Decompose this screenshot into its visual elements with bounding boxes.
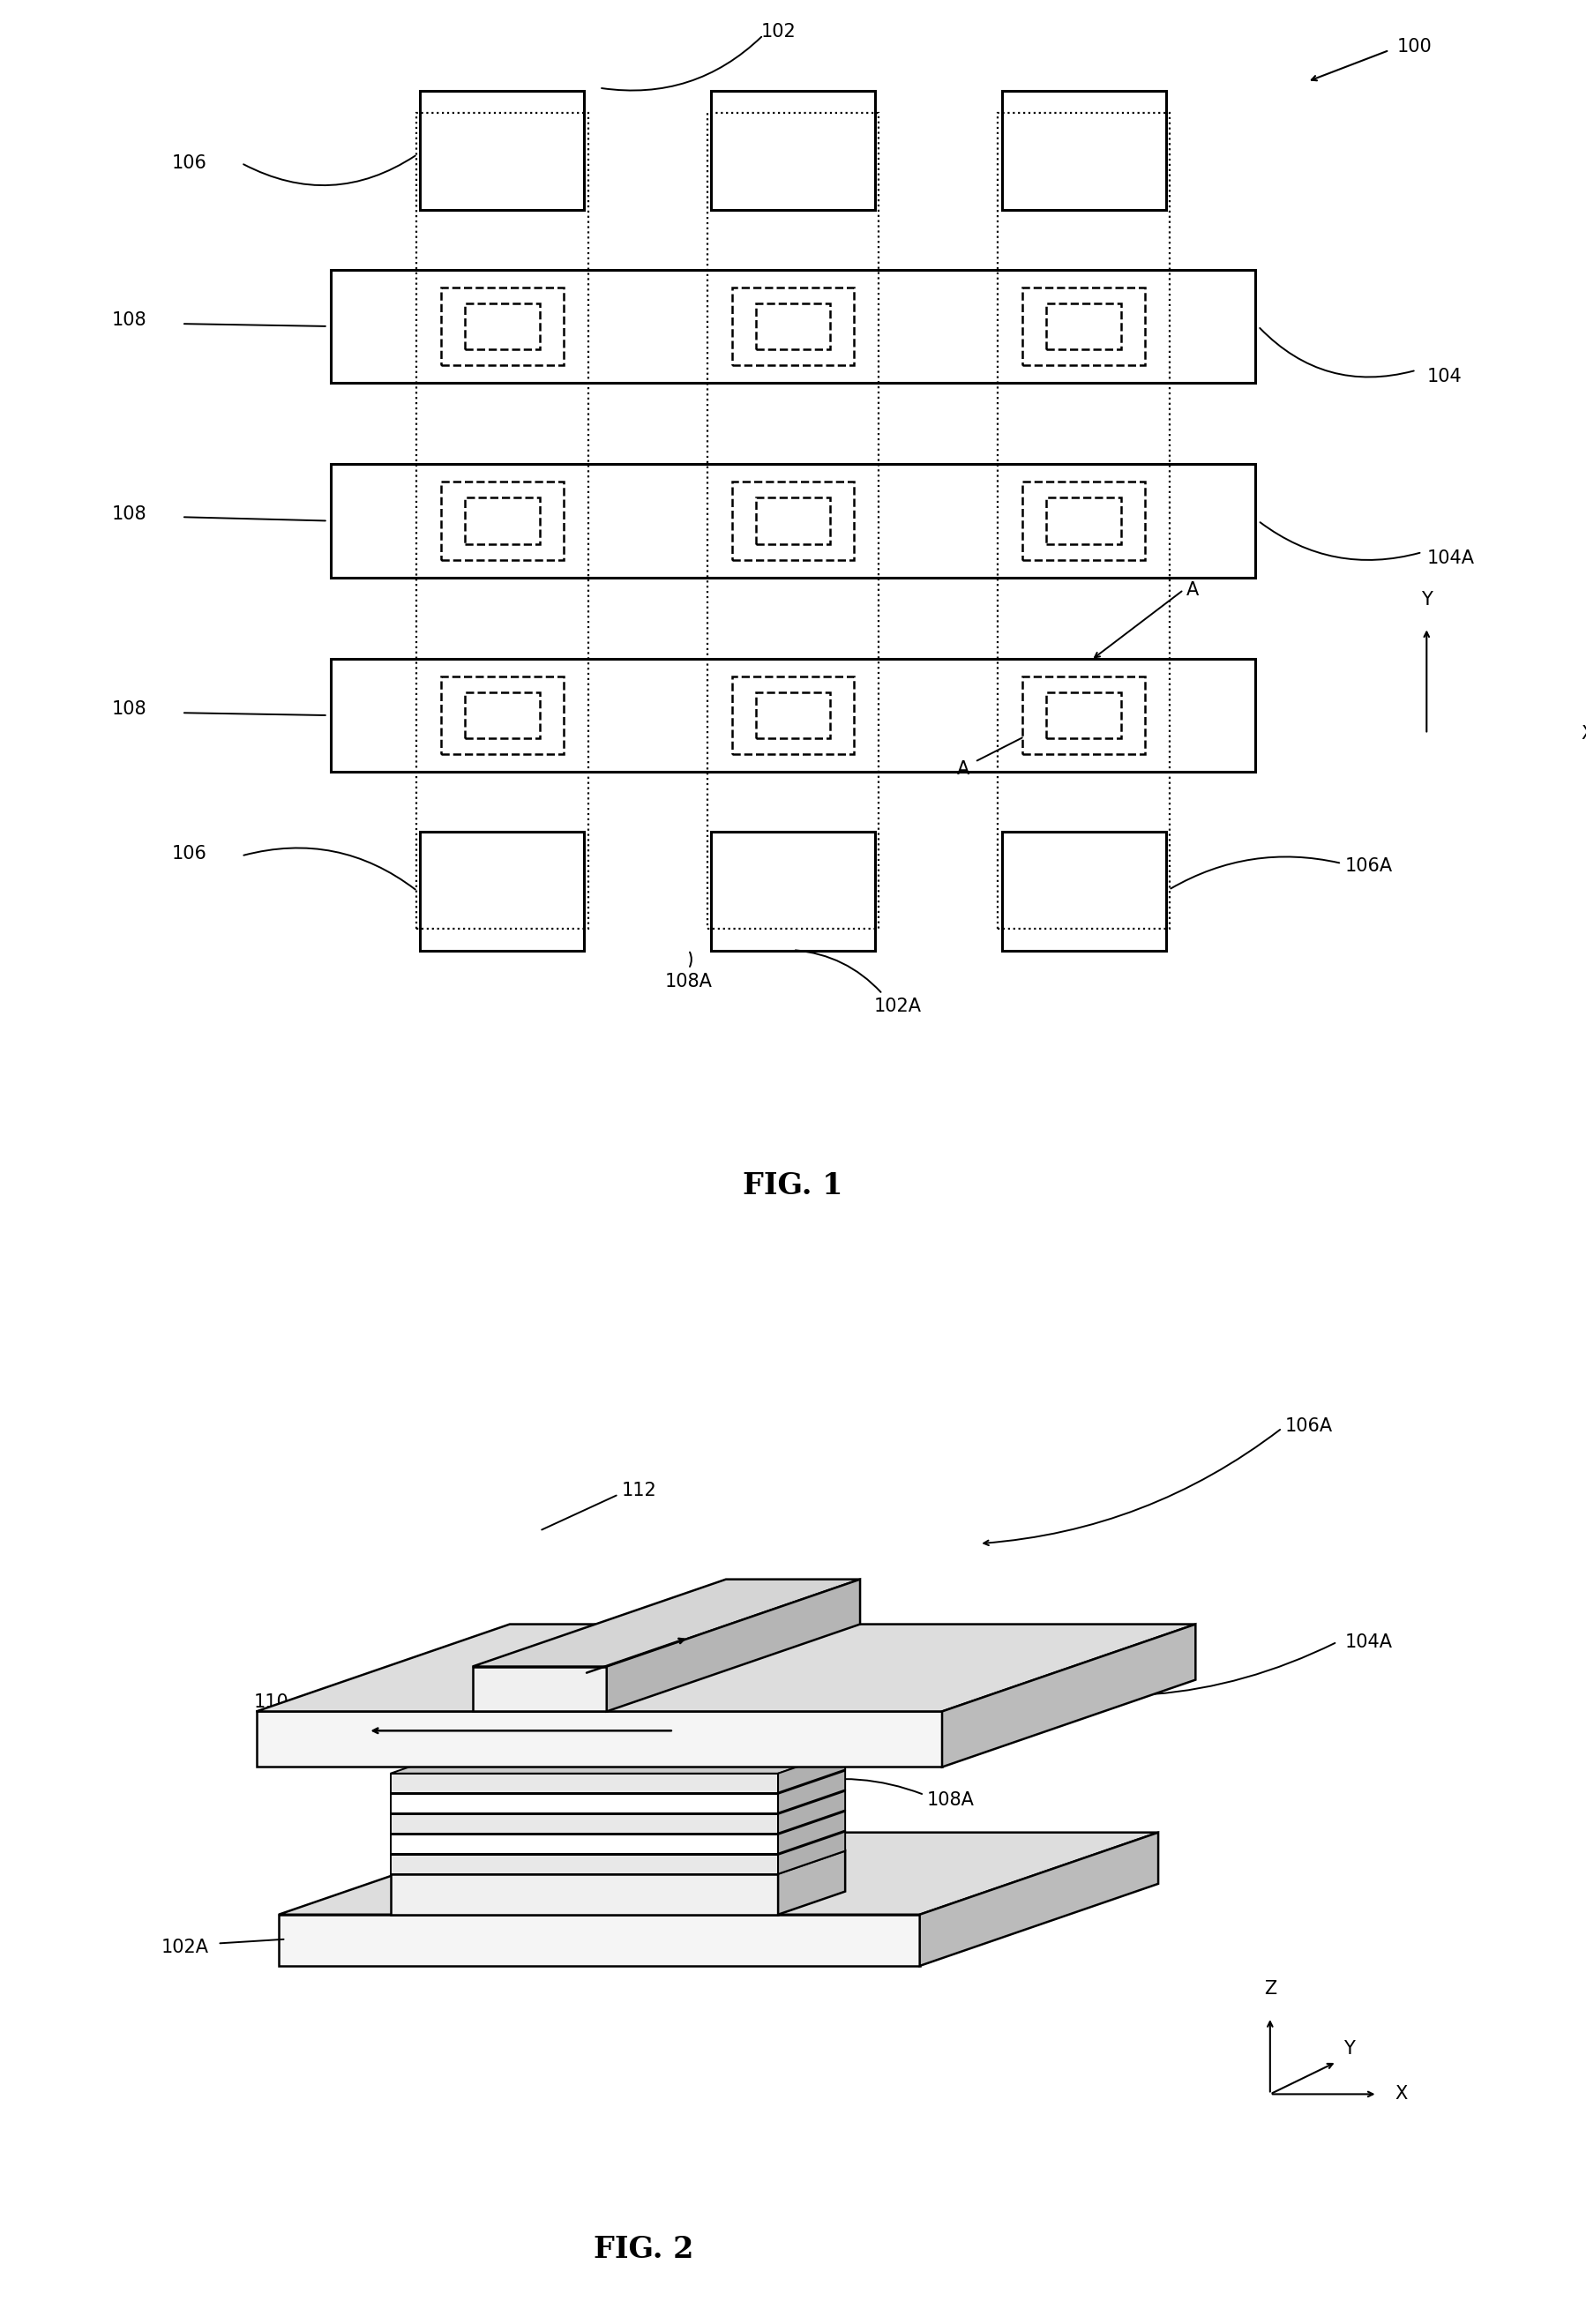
Text: X: X <box>1581 725 1586 744</box>
Text: 106A: 106A <box>1345 858 1393 874</box>
Text: A: A <box>956 760 969 779</box>
Text: 108: 108 <box>113 507 147 523</box>
Polygon shape <box>279 1915 920 1966</box>
Text: 110: 110 <box>254 1692 289 1710</box>
Text: 112: 112 <box>622 1480 657 1499</box>
Text: 104A: 104A <box>1345 1634 1393 1650</box>
Bar <box>465 693 539 739</box>
Bar <box>731 676 855 755</box>
Polygon shape <box>390 1794 779 1813</box>
Text: 106: 106 <box>171 844 206 862</box>
Bar <box>441 288 563 365</box>
Polygon shape <box>779 1771 845 1813</box>
Text: 108A: 108A <box>665 971 712 990</box>
Bar <box>465 497 539 544</box>
Polygon shape <box>390 1855 779 1873</box>
Polygon shape <box>257 1624 1196 1710</box>
Bar <box>1047 302 1121 349</box>
Polygon shape <box>390 1873 779 1915</box>
Polygon shape <box>390 1834 779 1855</box>
Bar <box>731 288 855 365</box>
Bar <box>1002 832 1166 951</box>
Polygon shape <box>390 1773 779 1792</box>
Polygon shape <box>779 1750 845 1792</box>
Text: 108: 108 <box>113 311 147 328</box>
Bar <box>1023 676 1145 755</box>
Text: 100: 100 <box>1397 37 1432 56</box>
Bar <box>711 832 875 951</box>
Bar <box>731 481 855 560</box>
Bar <box>1002 91 1166 209</box>
Bar <box>331 270 1255 383</box>
Polygon shape <box>279 1831 1158 1915</box>
Polygon shape <box>606 1580 860 1710</box>
Polygon shape <box>257 1710 942 1766</box>
Bar <box>1023 288 1145 365</box>
Bar <box>707 114 879 930</box>
Bar <box>441 676 563 755</box>
Bar <box>420 91 584 209</box>
Text: 106A: 106A <box>1285 1418 1332 1434</box>
Bar <box>755 497 831 544</box>
Text: FIG. 1: FIG. 1 <box>742 1171 844 1202</box>
Bar <box>711 91 875 209</box>
Polygon shape <box>942 1624 1196 1766</box>
Text: 106: 106 <box>171 153 206 172</box>
Bar <box>417 114 588 930</box>
Text: 102A: 102A <box>874 997 921 1016</box>
Polygon shape <box>779 1792 845 1834</box>
Text: A: A <box>1186 581 1199 600</box>
Text: Z: Z <box>1264 1980 1277 1999</box>
Bar <box>1047 497 1121 544</box>
Text: 102A: 102A <box>160 1938 209 1957</box>
Polygon shape <box>779 1831 845 1873</box>
Text: Y: Y <box>1421 590 1432 609</box>
Text: 108: 108 <box>113 700 147 718</box>
Text: 108A: 108A <box>928 1792 975 1808</box>
Text: 102: 102 <box>761 23 796 40</box>
Polygon shape <box>390 1815 779 1834</box>
Bar <box>755 302 831 349</box>
Polygon shape <box>920 1831 1158 1966</box>
Polygon shape <box>390 1750 845 1773</box>
Bar <box>331 465 1255 576</box>
Polygon shape <box>473 1580 860 1666</box>
Bar <box>1023 481 1145 560</box>
Polygon shape <box>779 1850 845 1915</box>
Polygon shape <box>473 1666 606 1710</box>
Polygon shape <box>390 1850 845 1873</box>
Polygon shape <box>390 1771 845 1794</box>
Text: Y: Y <box>1343 2040 1354 2057</box>
Polygon shape <box>390 1831 845 1855</box>
Bar <box>755 693 831 739</box>
Polygon shape <box>390 1792 845 1815</box>
Bar <box>331 660 1255 772</box>
Text: X: X <box>1396 2085 1408 2103</box>
Bar <box>1047 693 1121 739</box>
Bar <box>465 302 539 349</box>
Bar <box>441 481 563 560</box>
Text: 104: 104 <box>1427 367 1462 386</box>
Bar <box>998 114 1169 930</box>
Text: 104A: 104A <box>1427 551 1475 567</box>
Bar <box>420 832 584 951</box>
Polygon shape <box>779 1810 845 1855</box>
Polygon shape <box>390 1810 845 1834</box>
Text: FIG. 2: FIG. 2 <box>593 2236 695 2264</box>
